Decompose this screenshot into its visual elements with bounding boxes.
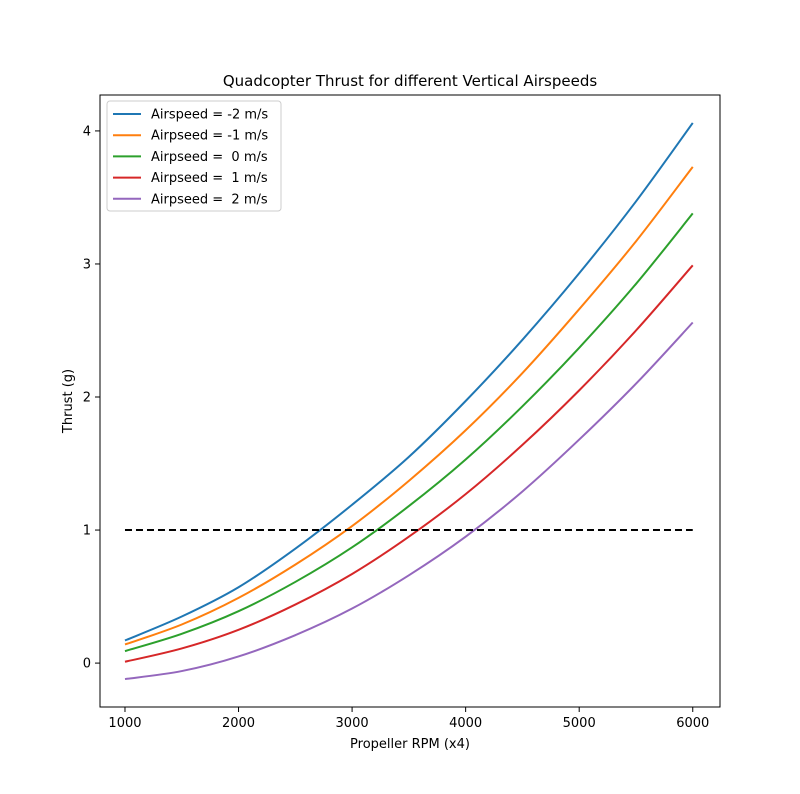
chart-title: Quadcopter Thrust for different Vertical…	[223, 72, 598, 90]
x-tick-label: 6000	[676, 716, 709, 731]
y-tick-label: 4	[83, 124, 91, 139]
x-axis-label: Propeller RPM (x4)	[350, 737, 470, 752]
legend-label-5: Airpseed = 2 m/s	[151, 192, 268, 207]
legend-label-1: Airspeed = -2 m/s	[151, 108, 268, 123]
y-tick-label: 0	[83, 657, 91, 672]
y-tick-label: 1	[83, 524, 91, 539]
x-tick-label: 5000	[563, 716, 596, 731]
legend: Airspeed = -2 m/s Airpseed = -1 m/s Airpse…	[107, 101, 281, 211]
y-axis-label: Thrust (g)	[61, 369, 76, 434]
x-tick-label: 1000	[108, 716, 141, 731]
legend-label-2: Airpseed = -1 m/s	[151, 129, 268, 144]
x-tick-label: 2000	[222, 716, 255, 731]
legend-label-4: Airpseed = 1 m/s	[151, 171, 268, 186]
x-tick-label: 3000	[336, 716, 369, 731]
x-tick-label: 4000	[449, 716, 482, 731]
y-tick-label: 2	[83, 391, 91, 406]
legend-label-3: Airpseed = 0 m/s	[151, 150, 268, 165]
y-tick-label: 3	[83, 257, 91, 272]
